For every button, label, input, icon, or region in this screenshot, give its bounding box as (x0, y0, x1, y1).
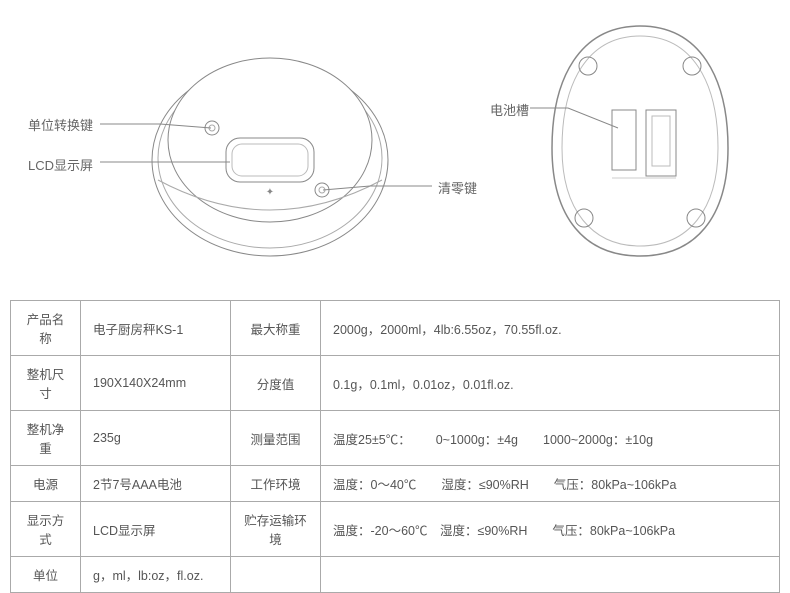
spec-value: LCD显示屏 (81, 502, 231, 557)
table-row: 整机净重 235g 测量范围 温度25±5℃： 0~1000g：±4g 1000… (11, 411, 780, 466)
table-row: 电源 2节7号AAA电池 工作环境 温度：0～40℃ 湿度：≤90%RH 气压：… (11, 466, 780, 502)
spec-value: 温度：0～40℃ 湿度：≤90%RH 气压：80kPa~106kPa (321, 466, 780, 502)
spec-key: 整机净重 (11, 411, 81, 466)
spec-key: 贮存运输环境 (231, 502, 321, 557)
spec-key: 产品名称 (11, 301, 81, 356)
spec-value: 温度：-20～60℃ 湿度：≤90%RH 气压：80kPa~106kPa (321, 502, 780, 557)
diagram-area: ✦ 单位转换键 LCD显示屏 清零键 电池槽 (0, 0, 790, 280)
spec-empty (321, 557, 780, 593)
spec-empty (231, 557, 321, 593)
spec-table: 产品名称 电子厨房秤KS-1 最大称重 2000g，2000ml，4lb:6.5… (10, 300, 780, 593)
spec-key: 电源 (11, 466, 81, 502)
spec-key: 工作环境 (231, 466, 321, 502)
spec-value: 2节7号AAA电池 (81, 466, 231, 502)
spec-value: g，ml，lb:oz，fl.oz. (81, 557, 231, 593)
table-row: 显示方式 LCD显示屏 贮存运输环境 温度：-20～60℃ 湿度：≤90%RH … (11, 502, 780, 557)
table-row: 整机尺寸 190X140X24mm 分度值 0.1g，0.1ml，0.01oz，… (11, 356, 780, 411)
spec-key: 分度值 (231, 356, 321, 411)
spec-value: 190X140X24mm (81, 356, 231, 411)
spec-value: 电子厨房秤KS-1 (81, 301, 231, 356)
spec-value: 2000g，2000ml，4lb:6.55oz，70.55fl.oz. (321, 301, 780, 356)
table-row: 产品名称 电子厨房秤KS-1 最大称重 2000g，2000ml，4lb:6.5… (11, 301, 780, 356)
spec-key: 单位 (11, 557, 81, 593)
leader-lines (0, 0, 790, 280)
spec-value: 0.1g，0.1ml，0.01oz，0.01fl.oz. (321, 356, 780, 411)
table-row: 单位 g，ml，lb:oz，fl.oz. (11, 557, 780, 593)
spec-key: 测量范围 (231, 411, 321, 466)
spec-value: 温度25±5℃： 0~1000g：±4g 1000~2000g：±10g (321, 411, 780, 466)
spec-key: 显示方式 (11, 502, 81, 557)
spec-key: 整机尺寸 (11, 356, 81, 411)
spec-value: 235g (81, 411, 231, 466)
spec-key: 最大称重 (231, 301, 321, 356)
